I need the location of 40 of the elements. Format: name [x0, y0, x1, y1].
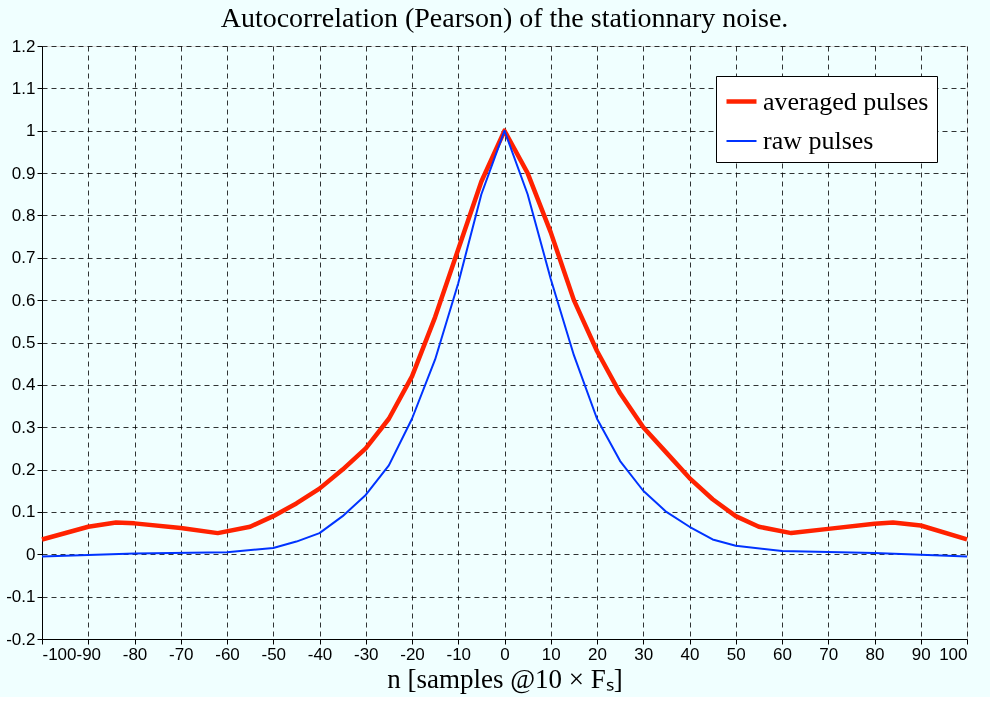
- y-tick-label: 0.6: [11, 290, 36, 310]
- x-tick-label: -100: [42, 644, 77, 664]
- x-tick-label: -70: [168, 644, 194, 664]
- x-tick-label: -80: [122, 644, 148, 664]
- x-tick-label: 40: [680, 644, 700, 664]
- y-tick-label: 0.4: [11, 375, 36, 395]
- x-tick-label: -20: [400, 644, 425, 664]
- y-tick-label: -0.2: [6, 629, 36, 649]
- chart-title: Autocorrelation (Pearson) of the stationnary noise.: [220, 2, 789, 33]
- y-tick-label: 1.1: [11, 78, 36, 98]
- x-tick-label: 80: [865, 644, 885, 664]
- x-tick-label: 10: [541, 644, 561, 664]
- y-tick-label: 1: [26, 121, 36, 141]
- y-tick-label: 0: [26, 544, 36, 564]
- y-tick-label: 0.5: [11, 333, 36, 352]
- y-tick-label: 0.8: [11, 205, 36, 225]
- x-tick-label: 70: [819, 644, 839, 664]
- x-tick-label: 60: [773, 644, 792, 664]
- y-tick-label: 0.7: [11, 248, 36, 268]
- x-tick-label: 30: [634, 644, 654, 664]
- x-tick-label: 100: [939, 644, 968, 664]
- x-tick-label: -50: [261, 644, 287, 664]
- x-tick-label: 50: [726, 644, 746, 664]
- x-tick-label: 90: [911, 644, 931, 664]
- y-tick-label: 0.9: [11, 163, 36, 183]
- y-tick-label: 0.2: [11, 460, 36, 480]
- x-tick-label: 0: [500, 644, 510, 664]
- y-tick-label: 1.2: [11, 36, 36, 56]
- legend-label: raw pulses: [763, 126, 874, 155]
- x-axis-title: n [samples @10 × Fₛ]: [387, 663, 623, 694]
- y-tick-label: 0.3: [11, 417, 36, 437]
- x-tick-label: -40: [307, 644, 333, 664]
- x-tick-label: -90: [76, 644, 102, 664]
- legend-label: averaged pulses: [763, 86, 929, 116]
- x-tick-label: -10: [446, 644, 472, 664]
- x-tick-label: -60: [215, 644, 240, 664]
- x-tick-label: 20: [588, 644, 607, 664]
- y-tick-label: -0.1: [6, 587, 36, 607]
- y-tick-label: 0.1: [11, 502, 36, 522]
- x-tick-label: -30: [353, 644, 379, 664]
